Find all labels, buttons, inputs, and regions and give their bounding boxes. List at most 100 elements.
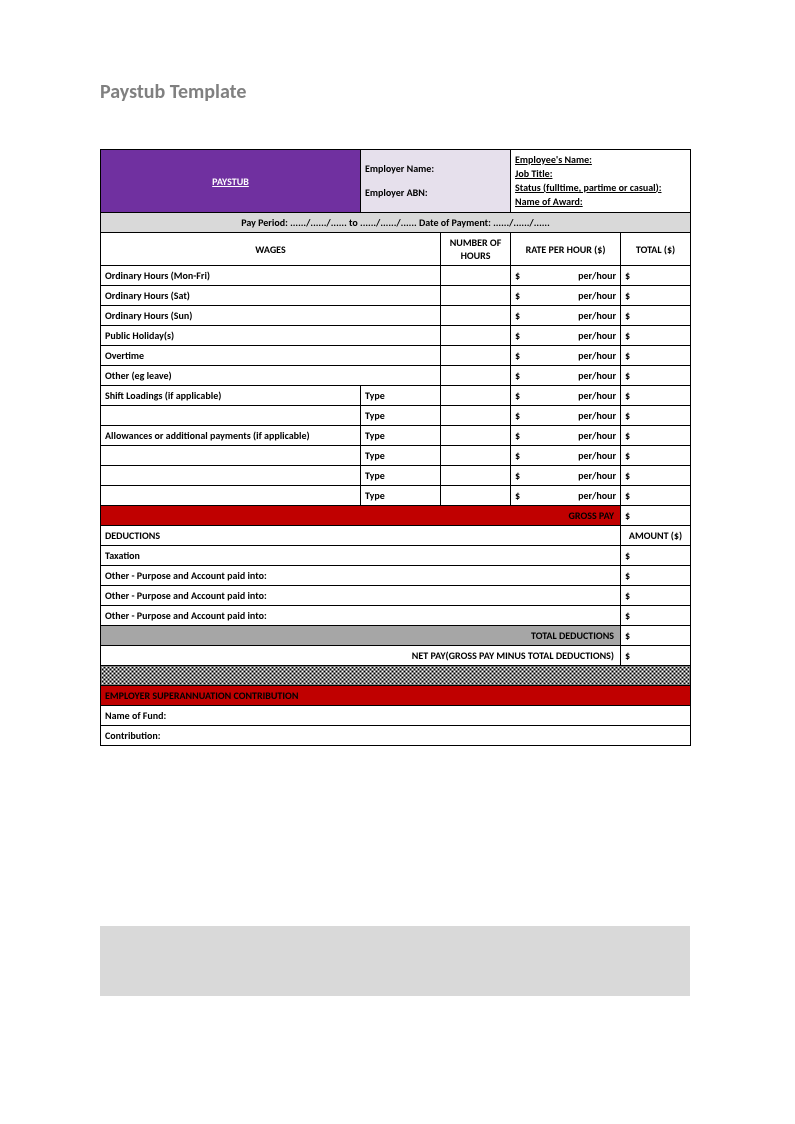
paystub-header-cell: PAYSTUB <box>101 150 361 213</box>
deduction-value: $ <box>621 566 691 586</box>
wage-row: Allowances or additional payments (if ap… <box>101 426 691 446</box>
rate-unit: per/hour <box>578 469 616 482</box>
employer-cell: Employer Name: Employer ABN: <box>361 150 511 213</box>
wage-hours <box>441 406 511 426</box>
wage-row: Public Holiday(s) $per/hour$ <box>101 326 691 346</box>
wage-type: Type <box>361 426 441 446</box>
wage-row: Other (eg leave) $per/hour$ <box>101 366 691 386</box>
wage-total: $ <box>621 426 691 446</box>
wage-hours <box>441 366 511 386</box>
dollar-sign: $ <box>515 369 520 382</box>
wage-rate: $per/hour <box>511 366 621 386</box>
wage-total: $ <box>621 466 691 486</box>
wage-total: $ <box>621 446 691 466</box>
net-pay-value: $ <box>621 646 691 666</box>
wage-label: Ordinary Hours (Sat) <box>101 286 441 306</box>
wage-total: $ <box>621 366 691 386</box>
wage-rate: $per/hour <box>511 326 621 346</box>
wage-hours <box>441 466 511 486</box>
dollar-sign: $ <box>515 429 520 442</box>
wage-label <box>101 486 361 506</box>
dollar-sign: $ <box>515 269 520 282</box>
dollar-sign: $ <box>515 309 520 322</box>
dollar-sign: $ <box>515 329 520 342</box>
super-fund-label: Name of Fund: <box>101 706 691 726</box>
super-contribution-label: Contribution: <box>101 726 691 746</box>
spacer-row <box>101 666 691 686</box>
wage-type: Type <box>361 446 441 466</box>
wage-rate: $ per/hour <box>511 306 621 326</box>
deduction-value: $ <box>621 546 691 566</box>
wage-hours <box>441 286 511 306</box>
wage-label: Public Holiday(s) <box>101 326 441 346</box>
net-pay-label: NET PAY(GROSS PAY MINUS TOTAL DEDUCTIONS… <box>101 646 621 666</box>
rate-unit: per/hour <box>578 269 616 282</box>
wage-type: Type <box>361 486 441 506</box>
wage-total: $ <box>621 286 691 306</box>
header-row: PAYSTUB Employer Name: Employer ABN: Emp… <box>101 150 691 213</box>
gross-pay-row: GROSS PAY $ <box>101 506 691 526</box>
rate-unit: per/hour <box>578 449 616 462</box>
wage-hours <box>441 306 511 326</box>
employee-cell: Employee's Name: Job Title: Status (full… <box>511 150 691 213</box>
rate-unit: per/hour <box>578 309 616 322</box>
dollar-sign: $ <box>515 389 520 402</box>
wage-label <box>101 406 361 426</box>
wage-rate: $ per/hour <box>511 266 621 286</box>
page-title: Paystub Template <box>100 80 705 104</box>
deduction-label: Other - Purpose and Account paid into: <box>101 606 621 626</box>
deductions-header: DEDUCTIONS <box>101 526 621 546</box>
wage-total: $ <box>621 406 691 426</box>
rate-unit: per/hour <box>578 349 616 362</box>
rate-unit: per/hour <box>578 409 616 422</box>
net-pay-row: NET PAY(GROSS PAY MINUS TOTAL DEDUCTIONS… <box>101 646 691 666</box>
wage-hours <box>441 486 511 506</box>
col-total: TOTAL ($) <box>621 233 691 266</box>
spacer-cell <box>101 666 691 686</box>
dollar-sign: $ <box>515 349 520 362</box>
col-wages: WAGES <box>101 233 441 266</box>
rate-unit: per/hour <box>578 489 616 502</box>
dollar-sign: $ <box>515 289 520 302</box>
dollar-sign: $ <box>515 409 520 422</box>
wage-label: Allowances or additional payments (if ap… <box>101 426 361 446</box>
rate-unit: per/hour <box>578 389 616 402</box>
wage-rate: $ per/hour <box>511 406 621 426</box>
deduction-value: $ <box>621 586 691 606</box>
wage-row: Ordinary Hours (Mon-Fri) $ per/hour $ <box>101 266 691 286</box>
wage-label: Other (eg leave) <box>101 366 441 386</box>
status-label: Status (fulltime, partime or casual): <box>515 181 686 195</box>
employer-abn-label: Employer ABN: <box>365 185 506 201</box>
wage-total: $ <box>621 326 691 346</box>
deduction-label: Other - Purpose and Account paid into: <box>101 586 621 606</box>
wage-rate: $ per/hour <box>511 346 621 366</box>
wage-label: Ordinary Hours (Mon-Fri) <box>101 266 441 286</box>
wage-row: Shift Loadings (if applicable)Type $ per/h… <box>101 386 691 406</box>
wage-rate: $ per/hour <box>511 466 621 486</box>
wage-hours <box>441 326 511 346</box>
wage-label: Shift Loadings (if applicable) <box>101 386 361 406</box>
wage-hours <box>441 386 511 406</box>
wage-rows-body: Ordinary Hours (Mon-Fri)$per/hour$Ordina… <box>101 266 691 506</box>
super-fund-row: Name of Fund: <box>101 706 691 726</box>
wage-total: $ <box>621 386 691 406</box>
rate-unit: per/hour <box>578 289 616 302</box>
footer-block <box>100 926 690 996</box>
wage-row: Type$per/hour$ <box>101 466 691 486</box>
super-header-row: EMPLOYER SUPERANNUATION CONTRIBUTION <box>101 686 691 706</box>
total-deductions-value: $ <box>621 626 691 646</box>
gross-pay-label: GROSS PAY <box>101 506 621 526</box>
wage-total: $ <box>621 266 691 286</box>
dollar-sign: $ <box>515 469 520 482</box>
dollar-sign: $ <box>515 449 520 462</box>
wage-rate: $ per/hour <box>511 286 621 306</box>
col-hours: NUMBER OF HOURS <box>441 233 511 266</box>
wage-rate: $ per/hour <box>511 386 621 406</box>
wage-label: Ordinary Hours (Sun) <box>101 306 441 326</box>
wage-row: Type $ per/hour $ <box>101 446 691 466</box>
wage-type: Type <box>361 386 441 406</box>
wage-row: Ordinary Hours (Sun) $ per/hour$ <box>101 306 691 326</box>
wage-total: $ <box>621 346 691 366</box>
deduction-row: Other - Purpose and Account paid into:$ <box>101 606 691 626</box>
wage-type: Type <box>361 406 441 426</box>
